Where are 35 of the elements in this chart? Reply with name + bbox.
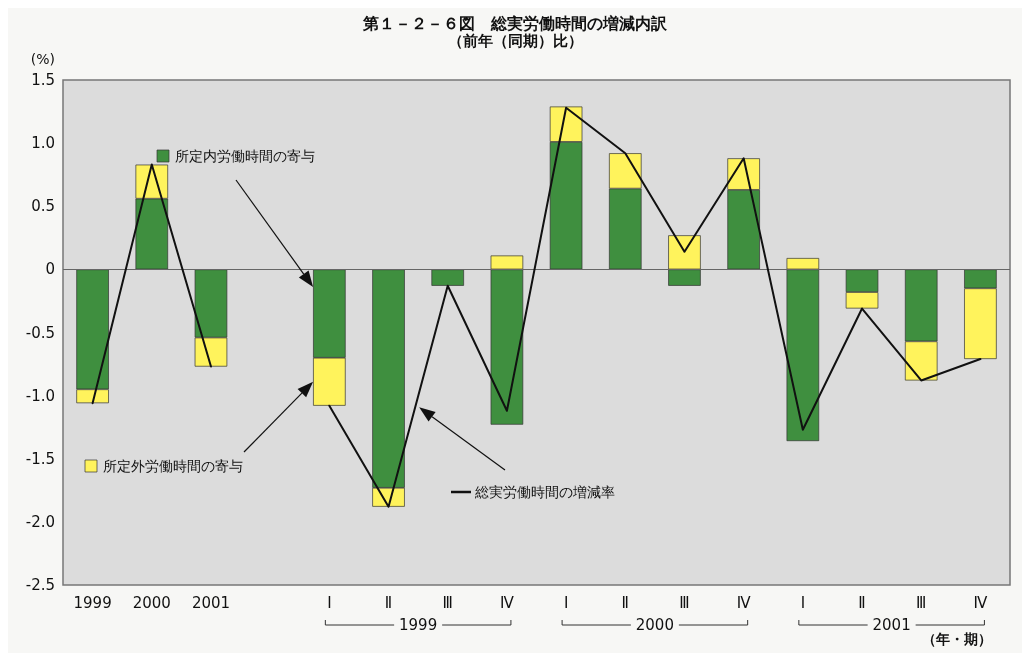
x-tick-label: 1999 bbox=[73, 593, 112, 612]
legend-label: 所定内労働時間の寄与 bbox=[175, 148, 315, 164]
legend-label: 所定外労働時間の寄与 bbox=[103, 458, 243, 474]
y-tick-label: -1.0 bbox=[25, 386, 55, 405]
x-tick-label: 2000 bbox=[132, 593, 171, 612]
x-tick-label: Ⅱ bbox=[384, 593, 393, 612]
x-tick-label: 2001 bbox=[191, 593, 231, 612]
x-tick-label: Ⅳ bbox=[736, 593, 751, 612]
y-tick-label: -0.5 bbox=[25, 323, 55, 342]
y-tick-label: 1.5 bbox=[31, 71, 55, 89]
chart-title: 第１－２－６図 総実労働時間の増減内訳 bbox=[362, 13, 668, 33]
x-tick-label: Ⅰ bbox=[327, 593, 332, 612]
text: 2001 bbox=[872, 616, 911, 634]
y-tick-label: -2.5 bbox=[25, 576, 55, 594]
x-tick-label: Ⅱ bbox=[858, 593, 866, 612]
text: 2000 bbox=[635, 616, 674, 634]
y-axis-title: (%) bbox=[30, 51, 55, 67]
bar bbox=[431, 269, 464, 286]
y-tick-label: 0.5 bbox=[31, 197, 55, 216]
y-tick-label: 0 bbox=[45, 260, 55, 279]
x-tick-label: Ⅰ bbox=[800, 593, 806, 612]
legend-label: 総実労働時間の増減率 bbox=[474, 484, 615, 500]
y-tick-label: 1.0 bbox=[31, 134, 55, 153]
x-tick-label: Ⅳ bbox=[499, 593, 514, 612]
x-tick-label: Ⅲ bbox=[442, 593, 453, 612]
x-tick-label: Ⅲ bbox=[916, 593, 927, 612]
chart-subtitle: （前年（同期）比） bbox=[447, 31, 583, 50]
y-tick-label: -2.0 bbox=[25, 512, 55, 531]
text: （年・期） bbox=[922, 631, 992, 647]
x-tick-label: Ⅲ bbox=[679, 593, 690, 612]
x-tick-label: Ⅳ bbox=[973, 593, 988, 612]
y-tick-label: -1.5 bbox=[25, 449, 55, 468]
text: 1999 bbox=[399, 616, 438, 634]
x-tick-label: Ⅰ bbox=[563, 593, 569, 612]
x-tick-label: Ⅱ bbox=[621, 593, 629, 612]
